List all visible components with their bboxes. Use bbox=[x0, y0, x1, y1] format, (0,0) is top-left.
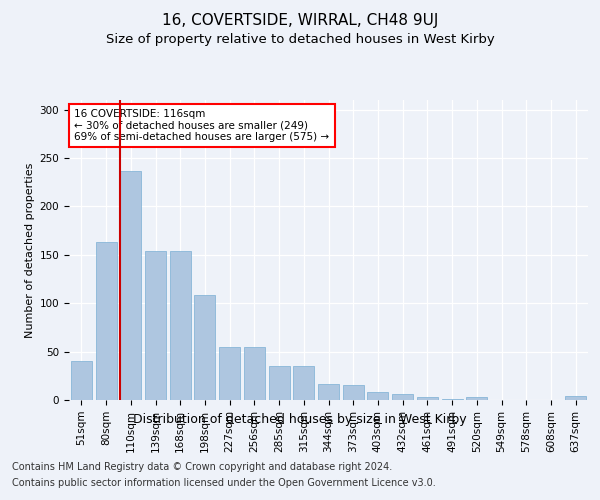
Y-axis label: Number of detached properties: Number of detached properties bbox=[25, 162, 35, 338]
Bar bbox=[95, 242, 116, 400]
Bar bbox=[392, 394, 413, 400]
Text: 16, COVERTSIDE, WIRRAL, CH48 9UJ: 16, COVERTSIDE, WIRRAL, CH48 9UJ bbox=[162, 12, 438, 28]
Bar bbox=[442, 399, 463, 400]
Bar bbox=[466, 397, 487, 400]
Bar bbox=[367, 392, 388, 400]
Text: Distribution of detached houses by size in West Kirby: Distribution of detached houses by size … bbox=[133, 412, 467, 426]
Bar bbox=[565, 396, 586, 400]
Bar bbox=[120, 170, 141, 400]
Bar bbox=[417, 397, 438, 400]
Bar bbox=[145, 251, 166, 400]
Bar bbox=[170, 251, 191, 400]
Bar bbox=[71, 362, 92, 400]
Text: 16 COVERTSIDE: 116sqm
← 30% of detached houses are smaller (249)
69% of semi-det: 16 COVERTSIDE: 116sqm ← 30% of detached … bbox=[74, 109, 329, 142]
Bar bbox=[318, 384, 339, 400]
Bar bbox=[244, 347, 265, 400]
Text: Contains HM Land Registry data © Crown copyright and database right 2024.: Contains HM Land Registry data © Crown c… bbox=[12, 462, 392, 472]
Text: Size of property relative to detached houses in West Kirby: Size of property relative to detached ho… bbox=[106, 32, 494, 46]
Bar bbox=[293, 366, 314, 400]
Bar bbox=[219, 347, 240, 400]
Bar bbox=[269, 366, 290, 400]
Bar bbox=[194, 294, 215, 400]
Text: Contains public sector information licensed under the Open Government Licence v3: Contains public sector information licen… bbox=[12, 478, 436, 488]
Bar bbox=[343, 386, 364, 400]
